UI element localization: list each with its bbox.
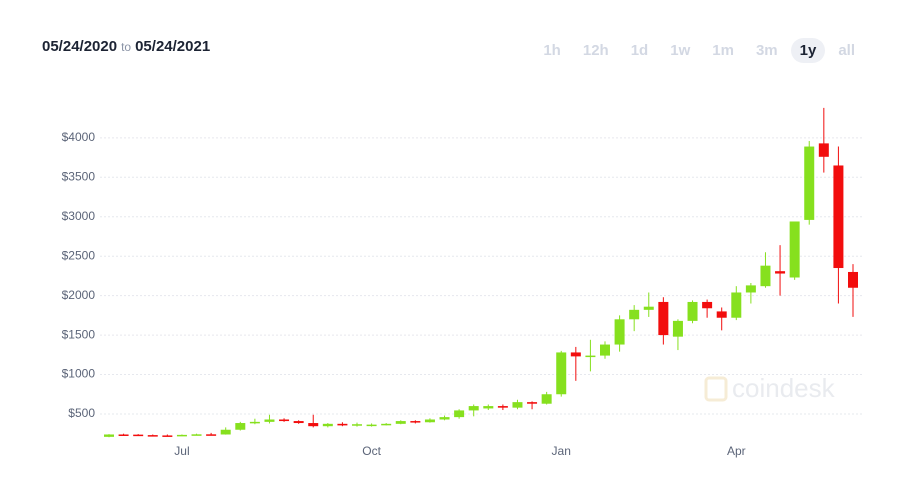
end-date: 05/24/2021 [135, 38, 211, 55]
candle-body [410, 421, 421, 423]
x-tick-label: Jul [174, 444, 189, 458]
candle-body [352, 424, 362, 426]
range-button[interactable]: 3m [755, 42, 778, 59]
start-date: 05/24/2020 [42, 38, 118, 55]
range-selector: 1h 12h 1d 1w 1m 3m 1y all [534, 38, 864, 63]
candle-body [614, 319, 625, 345]
date-range: 05/24/2020 to 05/24/2021 [42, 38, 210, 55]
candle-body [235, 423, 246, 430]
candle-body [162, 435, 173, 437]
candle-body [848, 271, 858, 288]
y-tick-label: $1000 [62, 367, 96, 381]
y-tick-label: $3000 [62, 209, 96, 223]
candle-body [804, 146, 815, 220]
candle-body [731, 292, 742, 318]
range-button[interactable]: 1w [670, 42, 691, 59]
candle-body [220, 429, 231, 435]
candle-body [512, 402, 523, 408]
candle-body [468, 406, 479, 411]
candle-body [366, 424, 377, 427]
candle-body [104, 434, 114, 437]
candle-body [527, 402, 538, 404]
candle-body [118, 434, 129, 436]
candle-body [439, 417, 450, 420]
y-tick-label: $2000 [62, 288, 96, 302]
candle-body [322, 423, 333, 427]
candle-body [600, 344, 610, 356]
y-tick-label: $2500 [62, 248, 96, 262]
y-tick-label: $3500 [62, 169, 96, 183]
candle-body [541, 394, 552, 404]
range-button[interactable]: all [838, 42, 855, 59]
candle-body [191, 434, 202, 436]
candle-body [424, 419, 435, 423]
candle-body [308, 423, 319, 427]
y-tick-label: $4000 [62, 130, 96, 144]
candle-body [497, 406, 508, 408]
candle-body [570, 352, 581, 357]
candle-body [556, 352, 567, 395]
candle-body [658, 301, 669, 336]
candle-body [337, 423, 348, 426]
candle-body [775, 271, 786, 274]
candle-body [483, 406, 494, 409]
y-tick-label: $1500 [62, 327, 96, 341]
candle-body [643, 306, 654, 310]
separator: to [121, 40, 132, 54]
candle-body [381, 423, 392, 426]
candle-body [702, 301, 713, 309]
candle-body [176, 434, 187, 437]
candle-body [745, 285, 756, 293]
candle-body [833, 165, 844, 269]
candle-body [133, 434, 144, 437]
candle-body [249, 421, 260, 424]
watermark-logo [704, 376, 728, 402]
candle-body [687, 301, 698, 321]
candle-body [629, 309, 640, 320]
candle-body [789, 221, 800, 278]
candle-body [716, 311, 727, 318]
watermark: coindesk [732, 373, 836, 403]
range-button[interactable]: 1m [712, 42, 734, 59]
range-button[interactable]: 12h [582, 42, 609, 59]
candle-body [264, 419, 275, 422]
candle-body [206, 434, 217, 436]
x-tick-label: Oct [362, 444, 381, 458]
y-tick-label: $500 [68, 406, 95, 420]
x-tick-label: Jan [552, 444, 571, 458]
candle-body [818, 143, 829, 157]
x-tick-label: Apr [727, 444, 746, 458]
candle-body [293, 421, 304, 424]
range-button[interactable]: 1d [630, 42, 649, 59]
candle-body [454, 410, 465, 418]
candle-body [585, 355, 596, 358]
candle-body [395, 421, 406, 424]
candle-body [147, 435, 158, 437]
candle-body [760, 265, 771, 287]
candle-body [279, 419, 290, 422]
range-button[interactable]: 1y [790, 38, 826, 63]
range-button[interactable]: 1h [543, 42, 561, 59]
candle-body [672, 320, 683, 337]
